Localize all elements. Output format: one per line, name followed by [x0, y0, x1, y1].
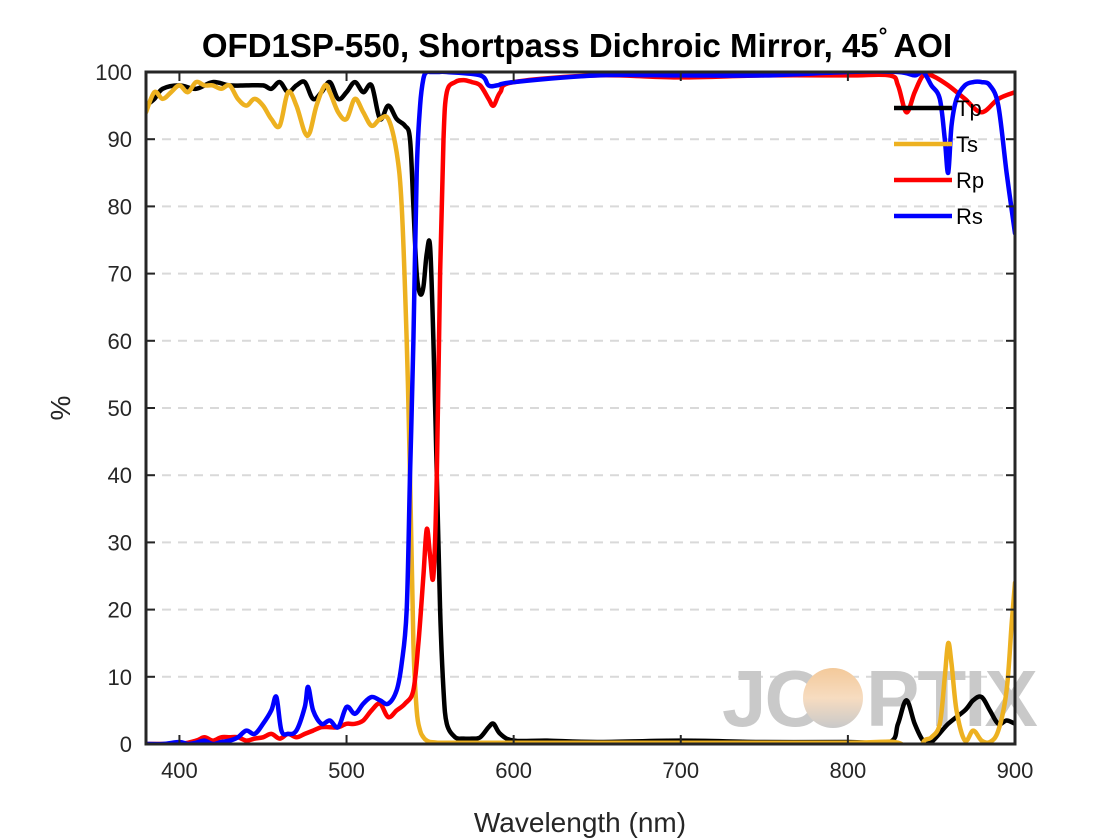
x-tick-label: 800	[830, 758, 867, 783]
chart-title-suffix: AOI	[893, 27, 952, 64]
y-tick-label: 70	[108, 262, 132, 287]
chart-title-degree: °	[879, 23, 888, 48]
y-tick-label: 60	[108, 329, 132, 354]
series-line-ts	[146, 79, 1015, 744]
x-axis-label: Wavelength (nm)	[474, 807, 686, 838]
y-tick-label: 90	[108, 127, 132, 152]
y-tick-label: 30	[108, 530, 132, 555]
axis-ticks: 0 10 20 30 40 50 60 70 80 90 100 400 500 600 700 800 900	[95, 60, 1033, 783]
y-tick-label: 20	[108, 598, 132, 623]
x-tick-label: 500	[328, 758, 365, 783]
legend-label-rs: Rs	[956, 204, 983, 229]
y-tick-label: 40	[108, 463, 132, 488]
y-tick-label: 10	[108, 665, 132, 690]
y-axis-label: %	[45, 396, 76, 421]
chart-title: OFD1SP-550, Shortpass Dichroic Mirror, 4…	[202, 23, 952, 64]
grid-lines	[146, 138, 1015, 678]
series-line-rs	[146, 72, 1015, 744]
chart-title-main: OFD1SP-550, Shortpass Dichroic Mirror, 4…	[202, 27, 879, 64]
legend-label-ts: Ts	[956, 132, 978, 157]
watermark-o-mark	[803, 668, 863, 728]
legend-label-rp: Rp	[956, 168, 984, 193]
legend-label-tp: Tp	[956, 96, 982, 121]
series-lines	[146, 72, 1015, 744]
y-tick-label: 100	[95, 60, 132, 85]
watermark-logo: JC PTIX	[722, 654, 1039, 743]
y-tick-label: 80	[108, 194, 132, 219]
y-tick-label: 50	[108, 396, 132, 421]
x-tick-label: 700	[662, 758, 699, 783]
y-tick-label: 0	[120, 732, 132, 757]
x-tick-label: 900	[997, 758, 1034, 783]
x-tick-label: 400	[161, 758, 198, 783]
x-tick-label: 600	[495, 758, 532, 783]
legend: Tp Ts Rp Rs	[894, 96, 984, 229]
series-line-rp	[146, 72, 1015, 744]
